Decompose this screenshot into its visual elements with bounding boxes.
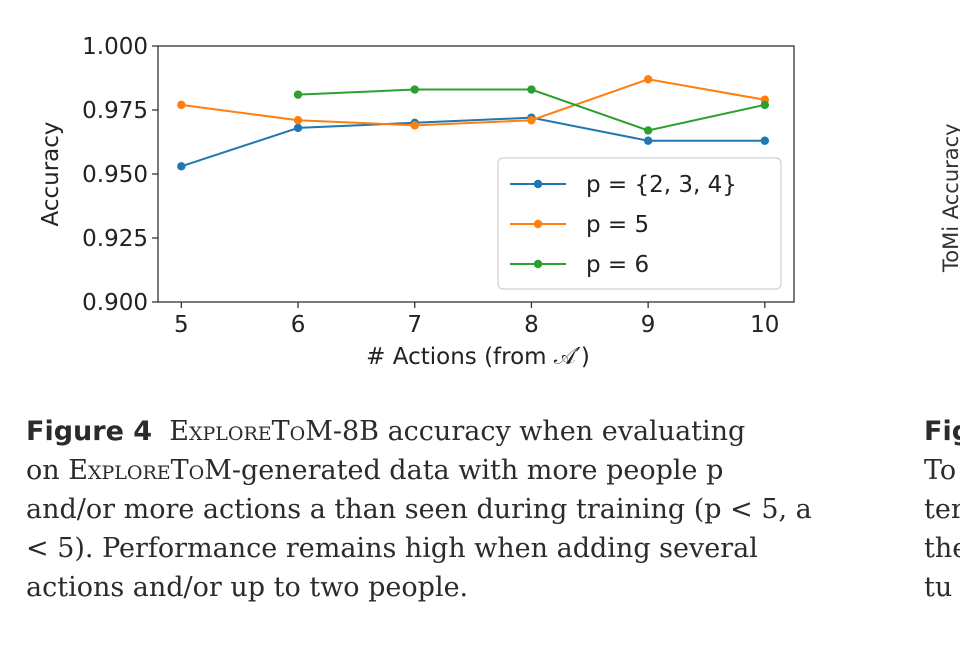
data-point <box>527 116 536 125</box>
legend-label: p = 6 <box>586 252 649 278</box>
series-line-1 <box>181 116 765 168</box>
legend-marker <box>533 259 543 269</box>
right-caption-line: tu <box>924 572 953 603</box>
series-layer <box>177 75 770 171</box>
x-tick-label: 10 <box>750 312 779 338</box>
data-point <box>293 123 303 133</box>
caption-line1-text: -8B accuracy when evaluating <box>332 416 746 447</box>
y-tick-label: 0.925 <box>82 226 148 252</box>
right-caption-line: the <box>924 533 960 564</box>
caption-model-name-2: ExploreToM <box>68 455 232 486</box>
figure-caption: Figure 4 ExploreToM-8B accuracy when eva… <box>26 412 826 607</box>
legend-marker <box>533 219 543 229</box>
y-axis: 0.900 0.925 0.950 0.975 1.000 <box>82 34 158 316</box>
caption-body-text: and/or more actions a than seen during t… <box>26 494 812 603</box>
y-tick-label: 0.950 <box>82 162 148 188</box>
caption-line2-text: -generated data with more people p <box>231 455 724 486</box>
x-tick-label: 8 <box>524 312 539 338</box>
y-tick-label: 0.975 <box>82 98 148 124</box>
data-point <box>643 136 653 145</box>
data-point <box>760 100 770 110</box>
right-figure-caption: Fig To ter the tu <box>924 412 960 607</box>
x-tick-label: 7 <box>407 312 422 338</box>
x-tick-label: 9 <box>641 312 656 338</box>
data-point <box>643 126 653 135</box>
data-point <box>293 116 303 125</box>
series-line-2 <box>181 78 765 127</box>
right-caption-line: To <box>924 455 957 486</box>
legend: p = {2, 3, 4} p = 5 p = 6 <box>497 157 782 290</box>
y-tick-label: 1.000 <box>82 34 148 60</box>
x-axis: 5 6 7 8 9 10 <box>174 302 779 338</box>
x-tick-label: 6 <box>291 312 306 338</box>
legend-label: p = 5 <box>586 212 649 238</box>
y-tick-label: 0.900 <box>82 290 148 316</box>
right-caption-label: Fig <box>924 416 960 447</box>
x-axis-label: # Actions (from 𝒜′) <box>366 344 590 370</box>
legend-marker <box>533 179 543 189</box>
data-point <box>760 136 770 145</box>
caption-model-name: ExploreToM <box>169 416 333 447</box>
data-point <box>410 121 419 130</box>
right-caption-line: ter <box>924 494 960 525</box>
legend-label: p = {2, 3, 4} <box>586 172 737 198</box>
caption-line2-prefix: on <box>26 455 69 486</box>
x-tick-label: 5 <box>174 312 189 338</box>
data-point <box>410 85 419 94</box>
data-point <box>177 100 186 110</box>
data-point <box>293 90 303 99</box>
right-chart-y-axis-label: ToMi Accuracy <box>939 123 960 272</box>
data-point <box>527 85 536 94</box>
caption-figure-label: Figure 4 <box>26 416 153 447</box>
accuracy-line-chart: 0.900 0.925 0.950 0.975 1.000 5 6 7 8 9 10 # Acti… <box>38 34 795 370</box>
legend-box <box>497 157 782 290</box>
data-point <box>643 75 653 84</box>
y-axis-label: Accuracy <box>38 121 64 226</box>
data-point <box>177 162 186 171</box>
